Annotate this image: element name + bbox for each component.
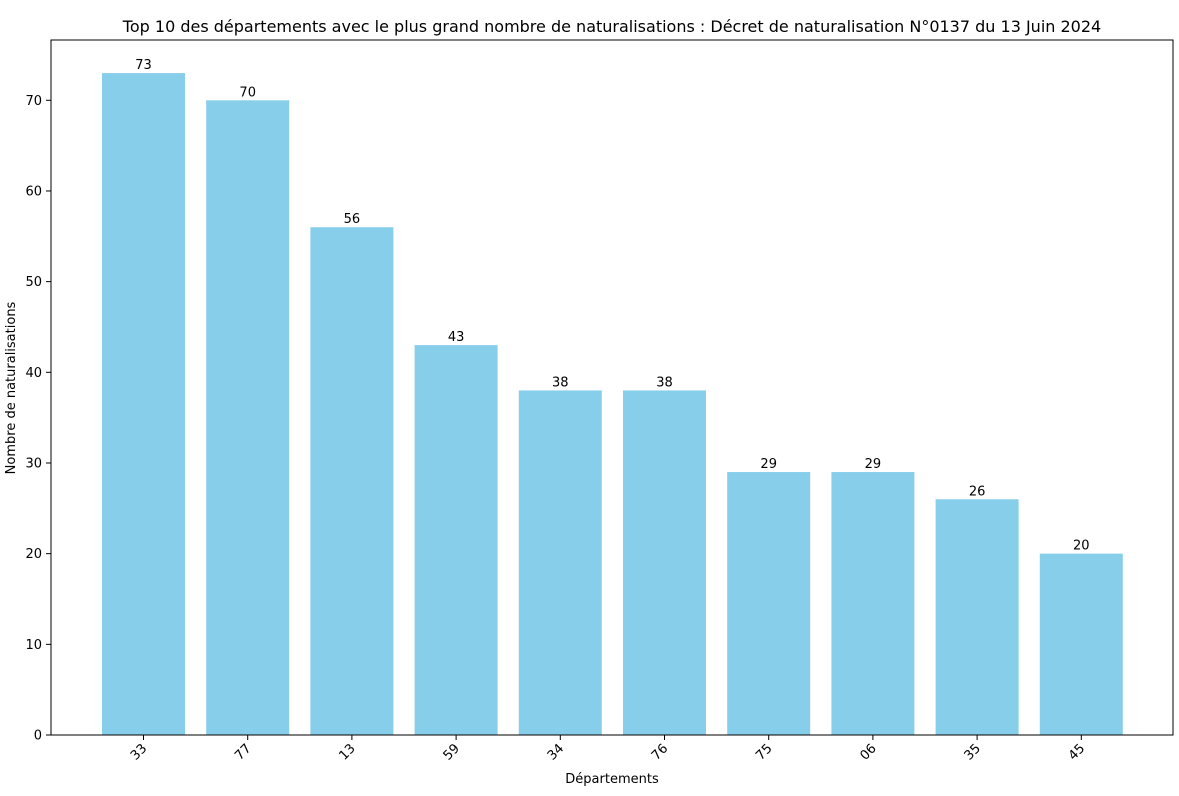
y-tick-label: 10 — [25, 638, 42, 653]
y-tick-label: 20 — [25, 547, 42, 562]
bar-77 — [206, 100, 290, 736]
bar-value-label: 26 — [969, 484, 986, 499]
bar-13 — [310, 227, 394, 736]
y-tick-label: 50 — [25, 275, 42, 290]
x-tick-label: 45 — [1066, 741, 1088, 763]
bar-value-label: 43 — [448, 330, 465, 345]
y-tick-label: 0 — [34, 729, 42, 744]
bar-33 — [102, 73, 185, 736]
x-tick-label: 34 — [545, 741, 567, 763]
bar-76 — [623, 390, 706, 735]
y-axis-label: Nombre de naturalisations — [4, 301, 19, 474]
bar-value-label: 38 — [552, 375, 569, 390]
bar-35 — [935, 499, 1019, 735]
chart-title: Top 10 des départements avec le plus gra… — [122, 17, 1101, 36]
bar-value-label: 56 — [344, 212, 361, 227]
bar-value-label: 29 — [865, 457, 882, 472]
bar-34 — [518, 390, 602, 735]
bar-value-label: 70 — [239, 85, 256, 100]
x-axis-label: Départements — [565, 772, 659, 787]
bars-group — [102, 73, 1123, 736]
data-labels-group: 73 70 56 43 38 38 29 29 26 20 — [135, 58, 1089, 554]
x-tick-label: 35 — [962, 741, 984, 763]
x-tick-label: 75 — [753, 741, 775, 763]
y-tick-label: 70 — [25, 94, 42, 109]
x-tick-label: 33 — [128, 741, 150, 763]
x-tick-label: 13 — [336, 741, 358, 763]
x-axis: 33 77 13 59 34 76 75 06 35 45 — [128, 735, 1088, 764]
bar-06 — [831, 472, 915, 735]
x-tick-label: 06 — [857, 741, 879, 763]
x-tick-label: 77 — [232, 741, 254, 763]
bar-value-label: 73 — [135, 58, 152, 73]
bar-value-label: 29 — [760, 457, 777, 472]
y-axis: 0 10 20 30 40 50 60 70 — [25, 94, 51, 744]
x-tick-label: 76 — [649, 741, 671, 763]
bar-value-label: 20 — [1073, 539, 1090, 554]
x-tick-label: 59 — [441, 741, 463, 763]
bar-45 — [1039, 553, 1123, 735]
y-tick-label: 30 — [25, 456, 42, 471]
bar-value-label: 38 — [656, 375, 673, 390]
bar-75 — [727, 472, 811, 735]
plot-frame — [50, 39, 1174, 736]
bar-59 — [414, 345, 498, 735]
y-tick-label: 60 — [25, 184, 42, 199]
y-tick-label: 40 — [25, 366, 42, 381]
